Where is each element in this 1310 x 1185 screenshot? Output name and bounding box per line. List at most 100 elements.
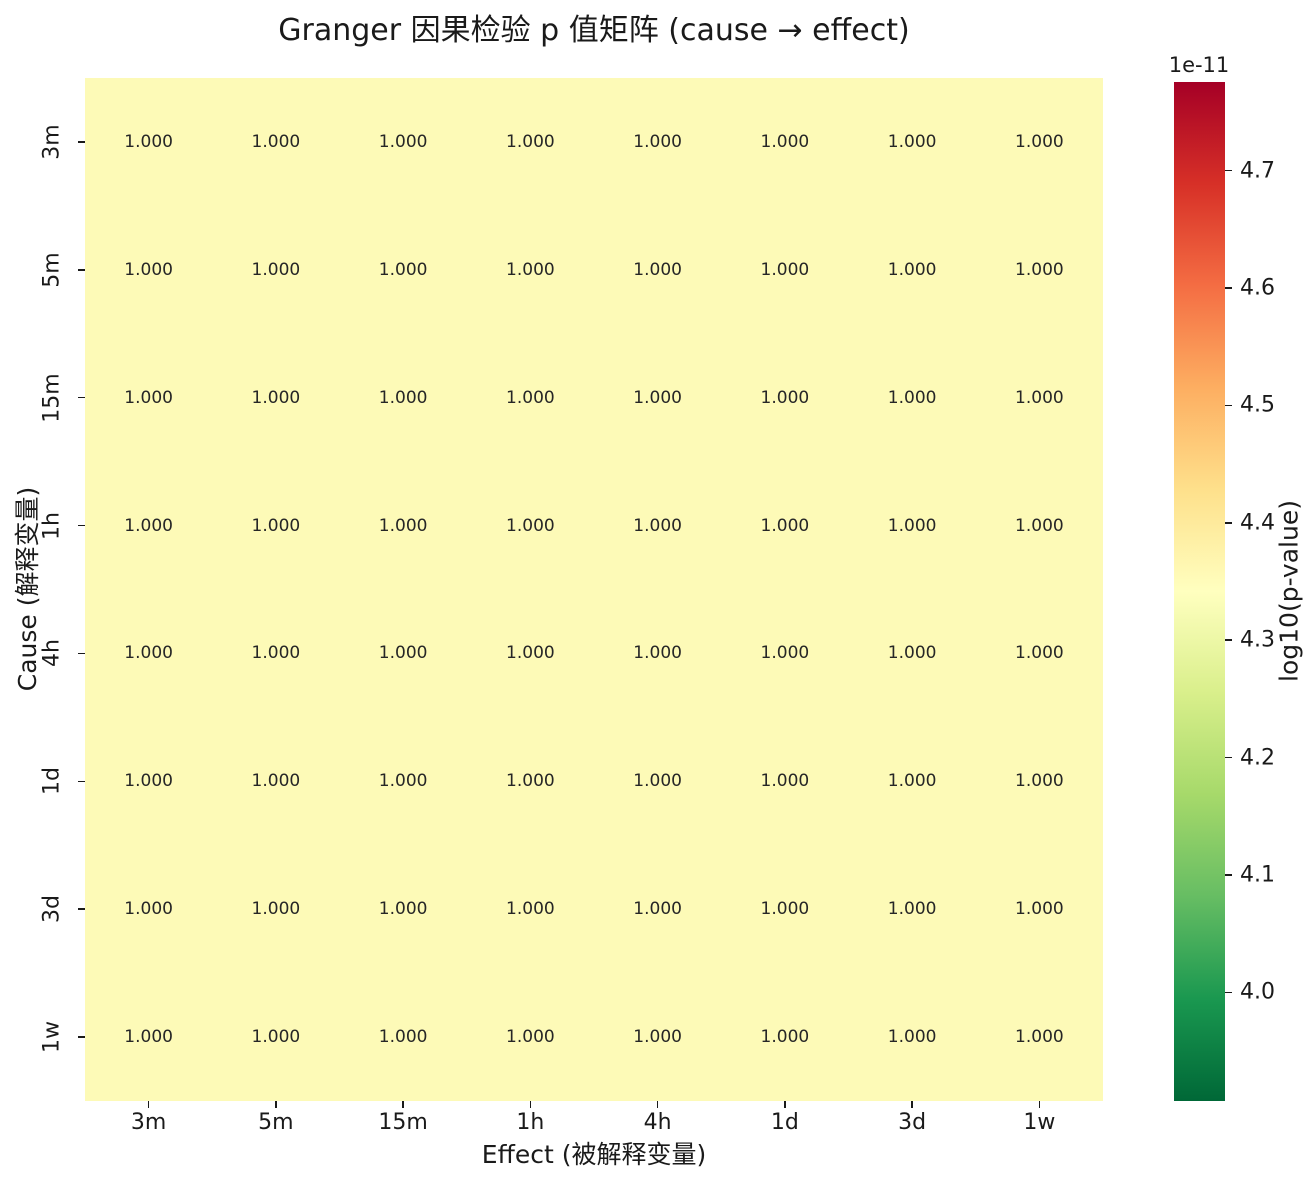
cell-value: 1.000 bbox=[1015, 515, 1064, 536]
heatmap-cell-1w-to-15m: 1.000 bbox=[339, 973, 467, 1101]
cell-value: 1.000 bbox=[124, 771, 173, 792]
heatmap-cell-1w-to-1d: 1.000 bbox=[721, 973, 849, 1101]
heatmap-cell-1h-to-3m: 1.000 bbox=[85, 461, 213, 590]
cell-value: 1.000 bbox=[887, 259, 937, 280]
heatmap-cell-4h-to-1d: 1.000 bbox=[721, 589, 849, 718]
heatmap-cell-15m-to-15m: 1.000 bbox=[339, 333, 467, 462]
heatmap-cell-1d-to-1w: 1.000 bbox=[975, 717, 1103, 846]
colorbar-gradient bbox=[1174, 82, 1225, 1101]
colorbar-tick-mark bbox=[1225, 287, 1232, 289]
cell-value: 1.000 bbox=[887, 899, 937, 920]
cell-value: 1.000 bbox=[760, 643, 810, 664]
heatmap-cell-3m-to-15m: 1.000 bbox=[339, 78, 467, 206]
chart-title: Granger 因果检验 p 值矩阵 (cause → effect) bbox=[278, 13, 910, 48]
heatmap-cell-4h-to-4h: 1.000 bbox=[594, 589, 722, 718]
colorbar-tick-label-4.6: 4.6 bbox=[1240, 275, 1275, 301]
cell-value: 1.000 bbox=[124, 1027, 173, 1048]
x-tick-mark bbox=[529, 1101, 532, 1108]
colorbar-tick-mark bbox=[1225, 169, 1232, 172]
cell-value: 1.000 bbox=[760, 899, 810, 920]
heatmap-cell-1h-to-3d: 1.000 bbox=[848, 461, 976, 590]
y-tick-mark bbox=[78, 396, 85, 399]
cell-value: 1.000 bbox=[506, 1027, 555, 1048]
colorbar-tick-label-4.7: 4.7 bbox=[1240, 158, 1275, 184]
heatmap-cell-3m-to-1d: 1.000 bbox=[721, 78, 849, 206]
cell-value: 1.000 bbox=[887, 643, 937, 664]
y-tick-label-4h: 4h bbox=[39, 639, 65, 668]
y-tick-mark bbox=[78, 141, 85, 143]
cell-value: 1.000 bbox=[124, 387, 173, 408]
cell-value: 1.000 bbox=[378, 131, 428, 152]
heatmap-cell-3m-to-3d: 1.000 bbox=[848, 78, 976, 206]
cell-value: 1.000 bbox=[506, 131, 555, 152]
y-tick-mark bbox=[78, 524, 85, 527]
x-tick-label-1d: 1d bbox=[770, 1110, 799, 1135]
cell-value: 1.000 bbox=[633, 899, 682, 920]
cell-value: 1.000 bbox=[251, 899, 301, 920]
x-tick-mark bbox=[402, 1101, 404, 1108]
heatmap-cell-15m-to-1h: 1.000 bbox=[466, 333, 594, 462]
x-axis-label: Effect (被解释变量) bbox=[481, 1140, 707, 1169]
x-tick-mark bbox=[147, 1101, 150, 1108]
heatmap-cell-1w-to-5m: 1.000 bbox=[212, 973, 340, 1101]
colorbar-tick-label-4.4: 4.4 bbox=[1240, 510, 1275, 536]
x-tick-label-1w: 1w bbox=[1023, 1110, 1056, 1135]
cell-value: 1.000 bbox=[251, 387, 301, 408]
colorbar-tick-label-4.3: 4.3 bbox=[1240, 627, 1275, 653]
heatmap-cell-15m-to-5m: 1.000 bbox=[212, 333, 340, 462]
heatmap-cell-1h-to-15m: 1.000 bbox=[339, 461, 467, 590]
heatmap-cell-1w-to-3m: 1.000 bbox=[85, 973, 213, 1101]
heatmap-cell-3d-to-4h: 1.000 bbox=[594, 845, 722, 974]
x-tick-label-1h: 1h bbox=[516, 1110, 545, 1135]
cell-value: 1.000 bbox=[506, 643, 555, 664]
cell-value: 1.000 bbox=[251, 515, 301, 536]
heatmap-cell-4h-to-3d: 1.000 bbox=[848, 589, 976, 718]
y-tick-mark bbox=[78, 269, 85, 271]
cell-value: 1.000 bbox=[887, 515, 937, 536]
colorbar-tick-mark bbox=[1225, 522, 1232, 524]
colorbar-tick-label-4.5: 4.5 bbox=[1240, 392, 1275, 418]
heatmap-cell-5m-to-1d: 1.000 bbox=[721, 205, 849, 334]
y-tick-label-3d: 3d bbox=[39, 895, 65, 924]
cell-value: 1.000 bbox=[1015, 771, 1064, 792]
heatmap-cell-1d-to-1h: 1.000 bbox=[466, 717, 594, 846]
heatmap-grid: 1.000 1.000 1.000 1.000 1.000 1.000 1.000 1.000… bbox=[85, 78, 1103, 1101]
cell-value: 1.000 bbox=[887, 131, 937, 152]
cell-value: 1.000 bbox=[251, 259, 301, 280]
y-tick-label-1h: 1h bbox=[39, 511, 65, 540]
heatmap-cell-5m-to-3m: 1.000 bbox=[85, 205, 213, 334]
heatmap-cell-1d-to-3m: 1.000 bbox=[85, 717, 213, 846]
heatmap-cell-3d-to-5m: 1.000 bbox=[212, 845, 340, 974]
heatmap-cell-1d-to-3d: 1.000 bbox=[848, 717, 976, 846]
cell-value: 1.000 bbox=[124, 515, 173, 536]
x-tick-label-15m: 15m bbox=[378, 1110, 428, 1135]
heatmap-cell-4h-to-15m: 1.000 bbox=[339, 589, 467, 718]
colorbar-tick-mark bbox=[1225, 874, 1232, 876]
colorbar-tick-mark bbox=[1225, 404, 1232, 407]
x-tick-mark bbox=[784, 1101, 786, 1108]
x-tick-mark bbox=[911, 1101, 913, 1108]
heatmap-cell-5m-to-5m: 1.000 bbox=[212, 205, 340, 334]
cell-value: 1.000 bbox=[378, 387, 428, 408]
cell-value: 1.000 bbox=[1015, 131, 1064, 152]
y-tick-mark bbox=[78, 652, 85, 655]
heatmap-cell-5m-to-3d: 1.000 bbox=[848, 205, 976, 334]
cell-value: 1.000 bbox=[760, 771, 810, 792]
cell-value: 1.000 bbox=[887, 387, 937, 408]
cell-value: 1.000 bbox=[251, 131, 301, 152]
colorbar-tick-mark bbox=[1225, 756, 1232, 759]
heatmap-cell-1h-to-1d: 1.000 bbox=[721, 461, 849, 590]
cell-value: 1.000 bbox=[1015, 899, 1064, 920]
heatmap-cell-15m-to-1w: 1.000 bbox=[975, 333, 1103, 462]
heatmap-cell-3d-to-1d: 1.000 bbox=[721, 845, 849, 974]
heatmap-cell-5m-to-1w: 1.000 bbox=[975, 205, 1103, 334]
cell-value: 1.000 bbox=[251, 643, 301, 664]
cell-value: 1.000 bbox=[760, 259, 810, 280]
heatmap-cell-1h-to-4h: 1.000 bbox=[594, 461, 722, 590]
cell-value: 1.000 bbox=[887, 771, 937, 792]
cell-value: 1.000 bbox=[633, 771, 682, 792]
cell-value: 1.000 bbox=[633, 387, 682, 408]
y-tick-mark bbox=[78, 908, 85, 910]
colorbar-tick-label-4.2: 4.2 bbox=[1240, 745, 1275, 771]
heatmap-cell-3d-to-1h: 1.000 bbox=[466, 845, 594, 974]
